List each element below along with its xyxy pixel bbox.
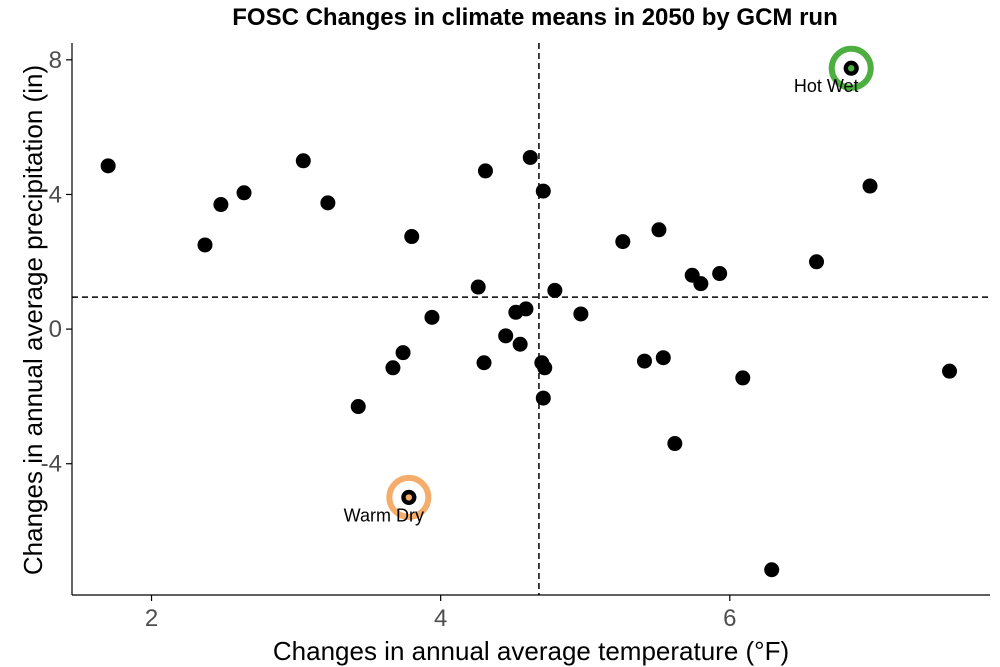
data-point	[385, 360, 401, 376]
data-point	[615, 234, 631, 250]
data-point	[942, 363, 958, 379]
x-tick-label: 2	[145, 605, 158, 632]
data-point	[537, 360, 553, 376]
data-point	[522, 149, 538, 165]
data-points	[100, 60, 958, 578]
data-point	[667, 436, 683, 452]
data-point	[862, 178, 878, 194]
data-point	[764, 562, 780, 578]
y-tick-label: 0	[49, 316, 62, 343]
y-axis-title: Changes in annual average precipitation …	[18, 65, 48, 575]
plot-area: 2 4 6 -4 0 4 8 Warm Dry Hot Wet	[41, 43, 990, 632]
data-point	[573, 306, 589, 322]
data-point	[197, 237, 213, 253]
data-point	[518, 301, 534, 317]
data-point	[809, 254, 825, 270]
data-point	[476, 355, 492, 371]
data-point	[498, 328, 514, 344]
data-point	[236, 185, 252, 201]
x-tick-label: 4	[434, 605, 447, 632]
data-point	[636, 353, 652, 369]
data-point	[693, 276, 709, 292]
data-point	[655, 350, 671, 366]
x-axis-title: Changes in annual average temperature (°…	[273, 636, 789, 666]
data-point	[470, 279, 486, 295]
data-point	[350, 399, 366, 415]
y-tick-label: -4	[41, 451, 62, 478]
highlight-ring	[386, 474, 432, 520]
data-point	[477, 163, 493, 179]
data-point	[424, 309, 440, 325]
x-tick-label: 6	[723, 605, 736, 632]
chart-title: FOSC Changes in climate means in 2050 by…	[232, 4, 838, 31]
data-point	[651, 222, 667, 238]
data-point	[320, 195, 336, 211]
highlight-point-center	[405, 494, 413, 501]
data-point	[100, 158, 116, 174]
y-tick-label: 4	[49, 181, 62, 208]
data-point	[547, 282, 563, 298]
y-tick-label: 8	[49, 47, 62, 74]
highlight-point-center	[848, 65, 855, 72]
data-point	[213, 197, 229, 213]
data-point	[735, 370, 751, 386]
highlight-label: Hot Wet	[794, 76, 859, 96]
highlight-label: Warm Dry	[344, 505, 424, 525]
data-point	[295, 153, 311, 169]
data-point	[535, 183, 551, 199]
data-point	[712, 266, 728, 282]
data-point	[512, 336, 528, 352]
data-point	[535, 390, 551, 406]
highlight-ring	[828, 45, 874, 91]
data-point	[395, 345, 411, 361]
data-point	[404, 229, 420, 245]
